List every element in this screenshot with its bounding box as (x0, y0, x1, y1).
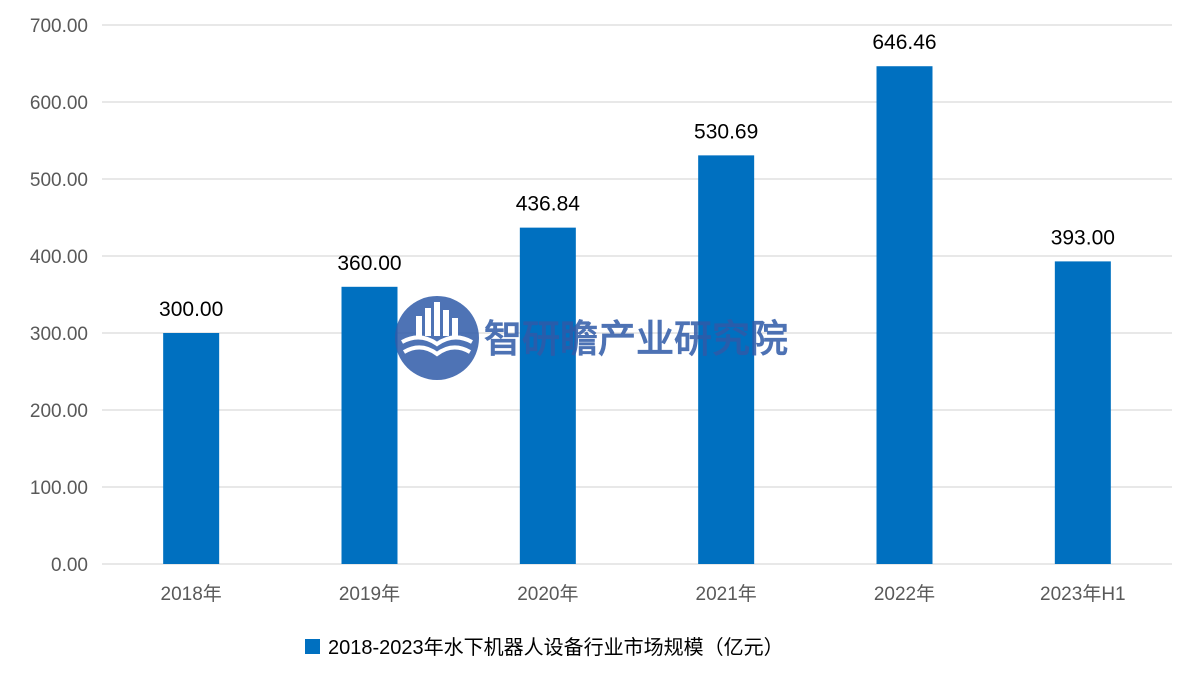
y-tick-label: 200.00 (30, 401, 88, 422)
watermark-text: 智研瞻产业研究院 (484, 317, 788, 361)
y-axis-ticks: 0.00 100.00 200.00 300.00 400.00 500.00 600.00… (30, 16, 88, 576)
data-label: 436.84 (516, 193, 581, 216)
book-city-logo-icon (395, 296, 479, 380)
x-tick-label: 2020年 (517, 583, 578, 605)
y-tick-label: 600.00 (30, 93, 88, 114)
bars (163, 66, 1111, 565)
data-label: 393.00 (1051, 226, 1115, 249)
bar (698, 155, 755, 564)
bar (876, 66, 933, 564)
bar (1054, 261, 1111, 564)
watermark: 智研瞻产业研究院 (395, 296, 788, 380)
x-tick-label: 2021年 (696, 583, 757, 605)
data-label: 530.69 (694, 120, 758, 143)
data-labels: 300.00 360.00 436.84 530.69 646.46 393.00 (159, 31, 1115, 321)
bar (519, 227, 576, 565)
bar (341, 286, 398, 564)
y-tick-label: 0.00 (51, 555, 88, 576)
y-tick-label: 100.00 (30, 478, 88, 499)
x-axis-labels: 2018年 2019年 2020年 2021年 2022年 2023年H1 (161, 583, 1126, 605)
x-tick-label: 2018年 (161, 583, 222, 605)
y-tick-label: 300.00 (30, 324, 88, 345)
data-label: 360.00 (337, 252, 401, 275)
legend: 2018-2023年水下机器人设备行业市场规模（亿元） (305, 636, 784, 659)
y-tick-label: 500.00 (30, 170, 88, 191)
x-tick-label: 2023年H1 (1040, 583, 1126, 605)
legend-label: 2018-2023年水下机器人设备行业市场规模（亿元） (328, 636, 784, 659)
bar (163, 333, 220, 564)
gridlines (102, 24, 1172, 565)
x-tick-label: 2022年 (874, 583, 935, 605)
data-label: 300.00 (159, 298, 223, 321)
data-label: 646.46 (872, 31, 936, 54)
legend-swatch (305, 639, 320, 654)
y-tick-label: 700.00 (30, 16, 88, 37)
x-tick-label: 2019年 (339, 583, 400, 605)
y-tick-label: 400.00 (30, 247, 88, 268)
